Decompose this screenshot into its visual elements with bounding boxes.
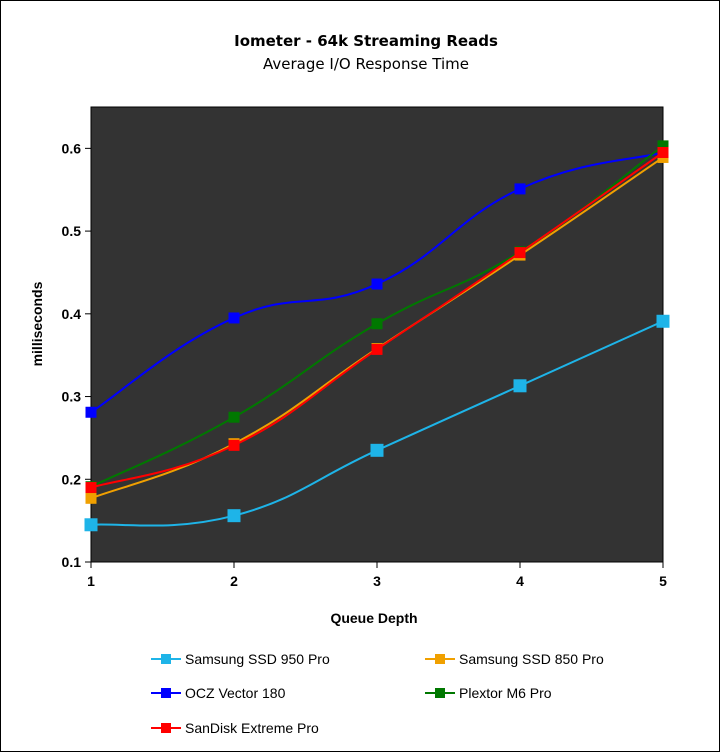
legend-label: OCZ Vector 180 <box>185 685 286 701</box>
y-tick-label: 0.6 <box>62 140 82 156</box>
legend-item: Plextor M6 Pro <box>425 685 552 701</box>
chart-subtitle: Average I/O Response Time <box>263 55 469 73</box>
data-point <box>513 379 527 393</box>
data-point <box>514 183 526 195</box>
data-point <box>85 492 97 504</box>
data-point <box>371 343 383 355</box>
legend-swatch-marker <box>161 688 171 698</box>
legend-swatch-marker <box>435 688 445 698</box>
data-point <box>84 518 98 532</box>
data-point <box>656 314 670 328</box>
data-point <box>657 140 669 152</box>
data-point <box>371 278 383 290</box>
y-tick-label: 0.4 <box>62 306 82 322</box>
legend-swatch-marker <box>435 654 445 664</box>
data-point <box>228 411 240 423</box>
y-axis: 0.1 0.2 0.3 0.4 0.5 0.6 <box>62 107 92 570</box>
legend-item: OCZ Vector 180 <box>151 685 286 701</box>
x-tick-label: 5 <box>659 573 667 589</box>
y-tick-label: 0.5 <box>62 223 82 239</box>
legend-label: Samsung SSD 950 Pro <box>185 651 330 667</box>
x-tick-label: 1 <box>87 573 95 589</box>
data-point <box>657 147 669 158</box>
y-tick-label: 0.3 <box>62 389 82 405</box>
x-axis: 1 2 3 4 5 <box>87 561 667 589</box>
data-point <box>371 318 383 330</box>
x-tick-label: 3 <box>373 573 381 589</box>
series-layer <box>84 140 670 532</box>
x-tick-label: 2 <box>230 573 238 589</box>
data-point <box>228 439 240 451</box>
legend: Samsung SSD 950 Pro Samsung SSD 850 Pro OC… <box>151 651 604 736</box>
legend-item: SanDisk Extreme Pro <box>151 720 319 736</box>
data-point <box>370 443 384 457</box>
y-tick-label: 0.1 <box>62 554 82 570</box>
data-point <box>85 482 97 494</box>
plot-area <box>90 106 664 563</box>
legend-swatch-marker <box>161 654 171 664</box>
x-axis-title: Queue Depth <box>330 610 417 626</box>
legend-label: Samsung SSD 850 Pro <box>459 651 604 667</box>
data-point <box>227 509 241 523</box>
legend-label: Plextor M6 Pro <box>459 685 552 701</box>
data-point <box>228 312 240 324</box>
legend-swatch-marker <box>161 723 171 733</box>
legend-label: SanDisk Extreme Pro <box>185 720 319 736</box>
data-point <box>514 247 526 259</box>
series-0 <box>84 314 670 532</box>
legend-item: Samsung SSD 850 Pro <box>425 651 604 667</box>
chart-title: Iometer - 64k Streaming Reads <box>234 32 498 50</box>
x-tick-label: 4 <box>516 573 524 589</box>
y-tick-label: 0.2 <box>62 471 82 487</box>
data-point <box>85 406 97 418</box>
y-axis-title: milliseconds <box>29 281 45 366</box>
legend-item: Samsung SSD 950 Pro <box>151 651 330 667</box>
series-4 <box>85 147 669 494</box>
